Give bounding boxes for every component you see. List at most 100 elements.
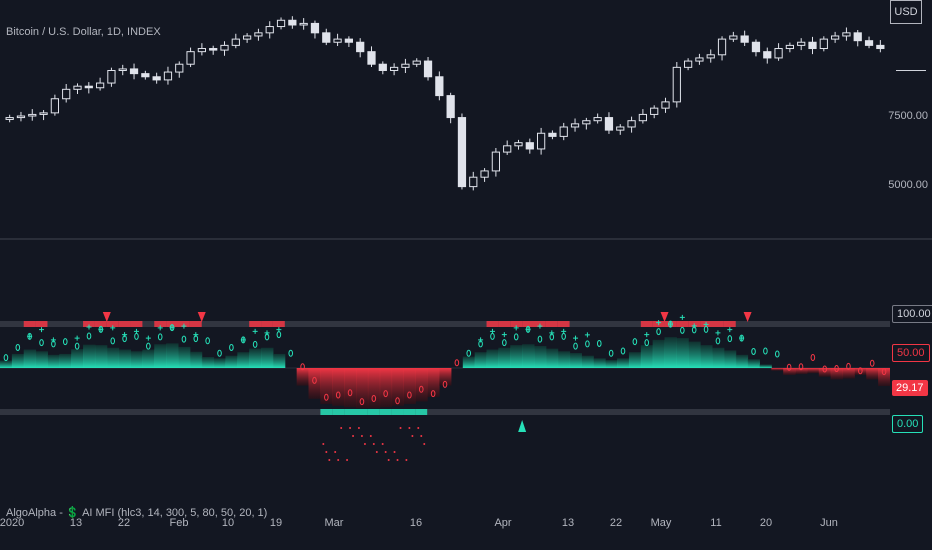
ai-point-marker	[276, 331, 282, 339]
candle-body	[593, 117, 602, 122]
ai-point-marker	[798, 363, 804, 371]
mfi-bear-fill	[842, 368, 855, 379]
ai-cross-marker	[667, 321, 673, 327]
ai-cross-marker	[240, 337, 246, 343]
ai-point-marker	[869, 359, 875, 367]
mfi-bull-fill	[593, 358, 606, 368]
ai-point-marker	[62, 338, 68, 346]
candle-body	[548, 132, 557, 137]
candle-body	[288, 19, 297, 26]
currency-button[interactable]: USD	[890, 0, 922, 24]
candle-body	[28, 113, 37, 117]
candle-body	[344, 38, 354, 43]
sell-signal-triangle	[660, 312, 669, 322]
price-tick: 7500.00	[888, 110, 928, 122]
candle-body	[152, 76, 161, 81]
mfi-bull-fill	[23, 349, 37, 368]
oversold-segment	[379, 409, 392, 415]
price-legend: Bitcoin / U.S. Dollar, 1D, INDEX	[6, 26, 161, 38]
ai-cross-marker	[252, 328, 258, 334]
ai-cross-marker	[691, 323, 697, 329]
price-chart[interactable]	[0, 0, 890, 238]
sell-signal-triangle	[102, 312, 111, 322]
ai-cross-marker	[656, 320, 662, 326]
ai-cross-marker	[489, 328, 495, 334]
ai-cross-marker	[133, 328, 139, 334]
candle-body	[107, 69, 116, 84]
candle-body	[751, 41, 761, 53]
ai-point-marker	[810, 354, 816, 362]
ai-point-marker	[39, 339, 44, 347]
mfi-bull-fill	[272, 353, 286, 368]
mfi-bull-fill	[106, 347, 120, 368]
mfi-bear-fill	[806, 368, 820, 374]
ai-dot-marker	[375, 451, 378, 453]
ai-dot-marker	[337, 459, 340, 461]
candle-body	[141, 73, 150, 78]
mfi-bull-fill	[605, 360, 618, 368]
mfi-oscillator-chart[interactable]	[0, 240, 890, 502]
price-chart-pane[interactable]: Bitcoin / U.S. Dollar, 1D, INDEX	[0, 0, 890, 238]
ai-point-marker	[502, 339, 507, 347]
ai-point-marker	[620, 347, 626, 355]
overbought-segment	[676, 321, 689, 327]
candle-body	[785, 44, 795, 50]
ai-point-marker	[335, 391, 341, 399]
mfi-bull-fill	[35, 351, 48, 368]
ai-cross-marker	[573, 335, 579, 341]
mfi-bull-fill	[154, 344, 167, 368]
ai-point-marker	[324, 393, 329, 401]
candle-body	[469, 176, 478, 188]
overbought-segment	[486, 321, 499, 327]
candle-body	[50, 98, 60, 114]
mfi-bull-fill	[510, 345, 523, 368]
candle-body	[695, 57, 704, 62]
time-axis[interactable]: 2020 13 22 Feb 10 19 Mar 16 Apr 13 22 Ma…	[0, 505, 890, 550]
mfi-bull-fill	[676, 338, 689, 368]
candle-body	[763, 51, 772, 59]
ai-dot-marker	[352, 435, 355, 437]
mfi-bull-fill	[557, 351, 571, 368]
ai-cross-marker	[501, 332, 507, 338]
ai-dot-marker	[399, 427, 402, 429]
mfi-bear-fill	[367, 368, 381, 409]
candle-body	[616, 126, 625, 131]
price-scale[interactable]: USD 7500.00 5000.00 100.00 50.00 29.17 0…	[888, 0, 932, 505]
ai-dot-marker	[396, 459, 399, 461]
candle-body	[39, 112, 48, 115]
ai-dot-marker	[417, 427, 420, 429]
ai-point-marker	[359, 398, 365, 406]
overbought-segment	[106, 321, 119, 327]
mfi-bull-fill	[178, 346, 191, 368]
mfi-bear-fill	[427, 368, 440, 398]
candle-body	[672, 66, 681, 103]
overbought-segment	[272, 321, 285, 327]
ai-dot-marker	[325, 451, 328, 453]
candle-body	[729, 35, 738, 40]
mfi-bull-fill	[747, 359, 760, 368]
oscillator-pane[interactable]: AlgoAlpha - 💲 AI MFI (hlc3, 14, 300, 5, …	[0, 240, 890, 519]
overbought-segment	[35, 321, 48, 327]
oversold-segment	[391, 409, 404, 415]
candle-body	[322, 32, 331, 43]
ai-dot-marker	[405, 459, 408, 461]
overbought-segment	[261, 321, 273, 327]
ai-cross-marker	[98, 326, 104, 332]
sell-signal-triangle	[197, 312, 206, 322]
mfi-bull-fill	[142, 349, 155, 368]
candle-body	[412, 60, 421, 65]
mfi-bear-fill	[391, 368, 404, 406]
ai-dot-marker	[328, 459, 331, 461]
candle-body	[774, 48, 783, 59]
ai-point-marker	[585, 340, 590, 348]
mfi-bear-fill	[356, 368, 369, 409]
candle-body	[706, 54, 715, 59]
pane-separator[interactable]	[0, 238, 932, 240]
ai-cross-marker	[74, 335, 80, 341]
time-label: 11	[710, 517, 722, 529]
ai-dot-marker	[334, 451, 337, 453]
mfi-bull-fill	[189, 351, 203, 368]
time-label: 20	[759, 517, 773, 529]
ai-cross-marker	[110, 325, 116, 331]
time-label: Apr	[494, 517, 512, 529]
